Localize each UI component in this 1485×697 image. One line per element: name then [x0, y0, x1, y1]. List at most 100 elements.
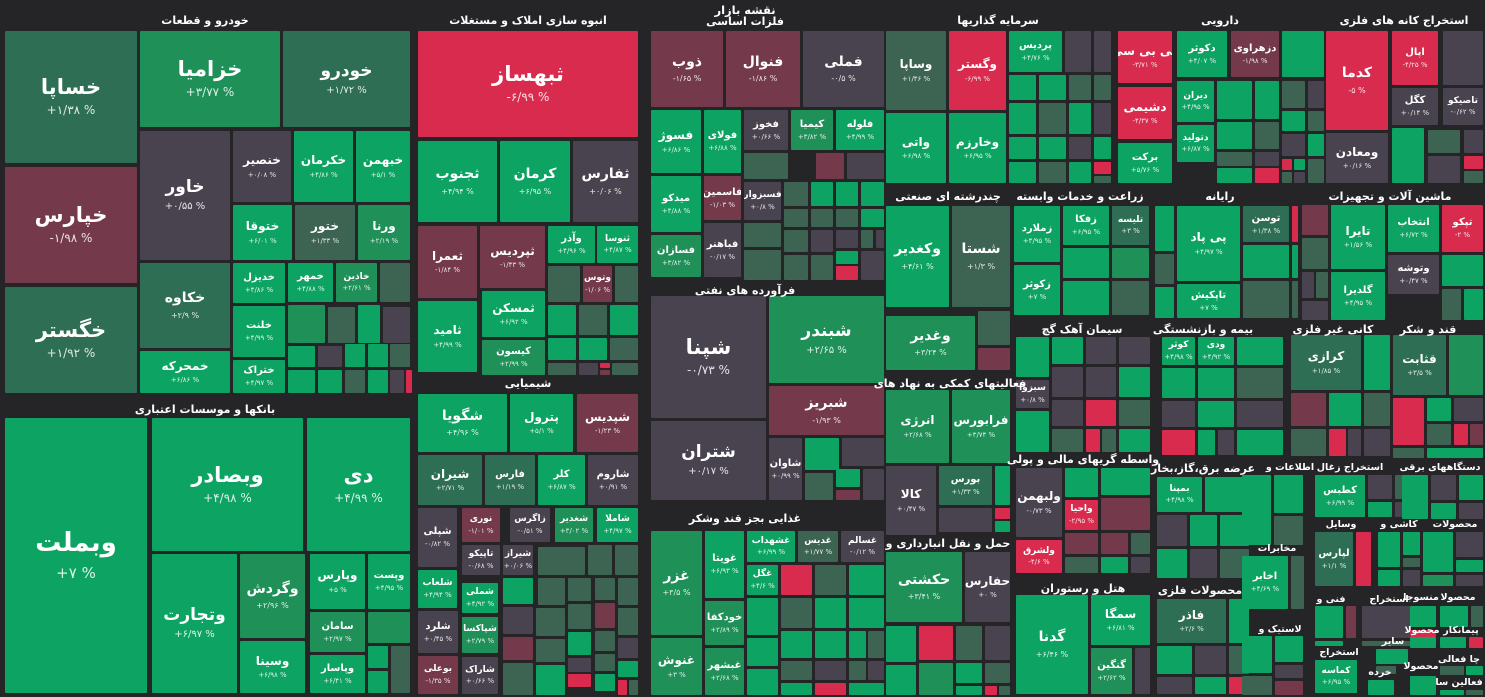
- stock-tile-small[interactable]: [1094, 103, 1111, 134]
- stock-tile[interactable]: وتوس -۱/۰۶ %: [583, 266, 612, 302]
- stock-tile-small[interactable]: [836, 251, 858, 264]
- stock-tile[interactable]: فاذر +۲/۶ %: [1157, 599, 1226, 643]
- stock-tile[interactable]: خاذین +۲/۶۱ %: [336, 263, 377, 302]
- stock-tile[interactable]: دشیمی -۴/۳۷ %: [1118, 87, 1172, 139]
- stock-tile-small[interactable]: [345, 370, 365, 393]
- stock-tile-small[interactable]: [1190, 515, 1217, 546]
- stock-tile[interactable]: شاوان +۰/۹۹ %: [769, 438, 802, 500]
- stock-tile[interactable]: زاگرس -۰/۵۱ %: [510, 508, 550, 542]
- stock-tile-small[interactable]: [1291, 393, 1326, 426]
- stock-tile[interactable]: ثنوسا +۴/۸۷ %: [597, 226, 638, 263]
- stock-tile[interactable]: خپارس -۱/۹۸ %: [5, 167, 137, 283]
- stock-tile-small[interactable]: [1217, 122, 1252, 149]
- stock-tile[interactable]: وکغدیر +۴/۶۱ %: [886, 206, 949, 307]
- stock-tile-small[interactable]: [1282, 31, 1324, 77]
- stock-tile-small[interactable]: [538, 578, 565, 605]
- stock-tile-small[interactable]: [1428, 156, 1460, 183]
- stock-tile-small[interactable]: [1402, 475, 1428, 519]
- stock-tile[interactable]: کالا +۰/۴۷ %: [886, 466, 936, 535]
- stock-tile-small[interactable]: [368, 671, 388, 693]
- stock-tile-small[interactable]: [536, 665, 565, 695]
- stock-tile[interactable]: حفارس +۰ %: [965, 552, 1010, 622]
- stock-tile-small[interactable]: [1255, 168, 1279, 183]
- stock-tile-small[interactable]: [318, 346, 342, 367]
- stock-tile[interactable]: خگستر +۱/۹۲ %: [5, 287, 137, 393]
- stock-tile[interactable]: ولشرق -۴/۶ %: [1016, 540, 1062, 573]
- stock-tile-small[interactable]: [1410, 606, 1436, 627]
- stock-tile-small[interactable]: [328, 307, 355, 343]
- stock-tile[interactable]: حکشتی +۳/۴۱ %: [886, 552, 962, 622]
- stock-tile[interactable]: دزهراوی -۱/۹۸ %: [1231, 31, 1279, 77]
- stock-tile-small[interactable]: [1218, 430, 1234, 455]
- stock-tile-small[interactable]: [1302, 272, 1314, 298]
- stock-tile-small[interactable]: [600, 363, 610, 368]
- stock-tile-small[interactable]: [886, 665, 916, 695]
- stock-tile-small[interactable]: [1454, 424, 1468, 445]
- stock-tile-small[interactable]: [618, 661, 638, 677]
- stock-tile-small[interactable]: [1195, 677, 1226, 694]
- stock-tile[interactable]: اپال -۴/۲۵ %: [1392, 31, 1438, 85]
- stock-tile-small[interactable]: [1135, 648, 1150, 694]
- stock-tile-small[interactable]: [811, 209, 833, 227]
- stock-tile-small[interactable]: [568, 658, 591, 672]
- stock-tile-small[interactable]: [1368, 680, 1394, 695]
- stock-tile[interactable]: واتی +۶/۹۸ %: [886, 113, 946, 183]
- stock-tile[interactable]: ثجنوب +۴/۹۴ %: [418, 141, 497, 222]
- stock-tile-small[interactable]: [956, 663, 982, 683]
- stock-tile[interactable]: فاسمین -۱/۰۳ %: [704, 176, 741, 220]
- stock-tile-small[interactable]: [1410, 630, 1436, 637]
- stock-tile-small[interactable]: [595, 631, 615, 651]
- stock-tile[interactable]: فسازان +۳/۸۲ %: [651, 235, 701, 277]
- stock-tile-small[interactable]: [610, 338, 638, 360]
- stock-tile-small[interactable]: [383, 307, 410, 343]
- stock-tile-small[interactable]: [1069, 75, 1091, 100]
- stock-tile-small[interactable]: [1282, 172, 1292, 183]
- stock-tile-small[interactable]: [1162, 401, 1195, 427]
- stock-tile-small[interactable]: [629, 680, 638, 695]
- stock-tile-small[interactable]: [744, 153, 788, 179]
- stock-tile-small[interactable]: [1364, 335, 1390, 390]
- stock-tile[interactable]: تاپکیش +۷ %: [1177, 284, 1240, 318]
- stock-tile-small[interactable]: [1131, 533, 1150, 554]
- stock-tile-small[interactable]: [849, 598, 884, 628]
- stock-tile[interactable]: وسینا +۶/۹۸ %: [240, 641, 305, 693]
- stock-tile-small[interactable]: [1275, 681, 1303, 695]
- stock-tile-small[interactable]: [1329, 393, 1361, 426]
- stock-tile-small[interactable]: [1237, 430, 1283, 455]
- stock-tile-small[interactable]: [1275, 665, 1303, 678]
- stock-tile-small[interactable]: [1217, 81, 1252, 119]
- stock-tile-small[interactable]: [956, 686, 982, 695]
- stock-tile-small[interactable]: [1155, 287, 1174, 318]
- stock-tile-small[interactable]: [600, 370, 610, 375]
- stock-tile-small[interactable]: [1392, 128, 1424, 183]
- stock-tile-small[interactable]: [876, 230, 884, 248]
- stock-tile[interactable]: وخارزم +۶/۹۵ %: [949, 113, 1006, 183]
- stock-tile[interactable]: شپدیس -۱/۲۳ %: [577, 394, 638, 452]
- stock-tile-small[interactable]: [1464, 289, 1483, 320]
- stock-tile-small[interactable]: [1431, 475, 1456, 500]
- stock-tile[interactable]: گنگین +۲/۶۲ %: [1091, 648, 1132, 694]
- stock-tile-small[interactable]: [995, 508, 1010, 519]
- stock-tile[interactable]: وبملت +۷ %: [5, 418, 147, 693]
- stock-tile-small[interactable]: [805, 473, 833, 500]
- stock-tile[interactable]: کماسه +۶/۹۵ %: [1315, 660, 1357, 693]
- stock-tile-small[interactable]: [1086, 400, 1116, 426]
- stock-tile[interactable]: کرمان +۶/۹۵ %: [500, 141, 570, 222]
- stock-tile-small[interactable]: [995, 521, 1010, 532]
- stock-tile-small[interactable]: [1456, 575, 1483, 586]
- stock-tile-small[interactable]: [815, 683, 846, 695]
- stock-tile-small[interactable]: [985, 686, 997, 695]
- stock-tile-small[interactable]: [1094, 176, 1111, 183]
- stock-tile-small[interactable]: [1423, 575, 1453, 586]
- stock-tile[interactable]: کلر +۶/۸۷ %: [538, 455, 585, 505]
- stock-tile[interactable]: ختور +۱/۳۳ %: [295, 205, 355, 260]
- stock-tile-small[interactable]: [579, 305, 607, 335]
- stock-tile[interactable]: ودی +۴/۹۲ %: [1198, 337, 1234, 365]
- stock-tile[interactable]: ورنا +۲/۱۹ %: [358, 205, 410, 260]
- stock-tile-small[interactable]: [956, 626, 982, 660]
- stock-tile-small[interactable]: [1101, 557, 1128, 573]
- stock-tile[interactable]: شپاکسا +۲/۷۹ %: [462, 617, 498, 653]
- stock-tile[interactable]: نوری -۱/۰۱ %: [462, 508, 500, 542]
- stock-tile[interactable]: خمحرکه +۶/۸۶ %: [140, 351, 230, 393]
- stock-tile-small[interactable]: [847, 153, 884, 179]
